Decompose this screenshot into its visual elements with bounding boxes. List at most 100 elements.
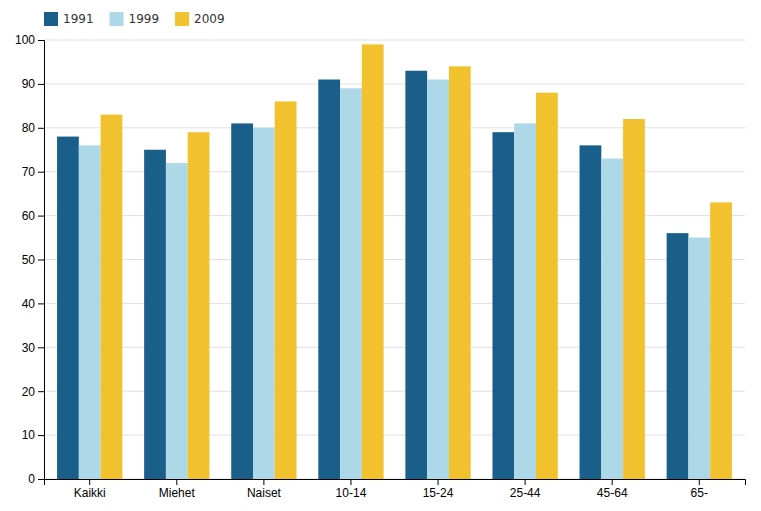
bar [231,123,253,479]
tick: 10-14 [336,479,367,500]
tick: Kaikki [74,479,106,500]
tick-mark [176,479,177,485]
tick-mark [38,40,44,41]
tick-mark [89,479,90,485]
bar-series [101,44,732,479]
tick: 15-24 [423,479,454,500]
tick-mark [38,172,44,173]
tick-mark [612,479,613,485]
bar [623,119,645,479]
bar [101,115,123,479]
tick-label: 15-24 [423,486,454,500]
tick-mark [38,84,44,85]
x-axis: Kaikki Miehet Naiset 10-14 15-24 25-44 45-64 65… [45,479,746,500]
tick-mark [38,391,44,392]
plot: 0 10 20 30 40 50 60 70 80 90 100 Kaikki Miehet Naiset… [15,33,746,499]
bar [405,71,427,479]
bar [710,202,732,479]
grid-line [44,40,745,41]
axis-line [38,41,45,480]
tick-mark [38,260,44,261]
tick-label: 50 [22,253,36,267]
tick: 50 [22,253,44,267]
bar [492,132,514,479]
tick: 40 [22,297,44,311]
tick-mark [699,479,700,485]
tick: 0 [28,472,44,486]
tick-label: 70 [22,165,36,179]
tick: 70 [22,165,44,179]
bar [667,233,689,479]
bar [449,66,471,479]
bar [57,137,79,479]
bar [514,123,536,479]
legend-swatch [175,12,189,26]
tick-label: 40 [22,297,36,311]
tick-mark [38,303,44,304]
tick: 30 [22,341,44,355]
bar [601,159,623,479]
tick: 10 [22,428,44,442]
legend-label: 2009 [194,12,225,26]
chart: 0 10 20 30 40 50 60 70 80 90 100 Kaikki Miehet Naiset… [0,0,761,511]
tick-mark [525,479,526,485]
tick-label: 20 [22,385,36,399]
bar-series [79,80,710,479]
axis-line [45,480,746,486]
tick: 20 [22,385,44,399]
grid [44,40,745,479]
tick-mark [263,479,264,485]
tick: 100 [15,33,44,47]
tick-mark [38,347,44,348]
tick: 65- [691,479,708,500]
tick-label: 100 [15,33,35,47]
tick-label: 65- [691,486,708,500]
tick: 90 [22,77,44,91]
tick-label: Naiset [247,486,282,500]
y-axis: 0 10 20 30 40 50 60 70 80 90 100 [15,33,45,486]
legend-item: 1999 [110,12,160,26]
grid-line [44,83,745,84]
tick-mark [38,479,44,480]
bar [275,101,297,479]
tick-label: Kaikki [74,486,106,500]
tick-mark [38,128,44,129]
legend-item: 2009 [175,12,225,26]
legend-swatch [110,12,124,26]
tick-label: 30 [22,341,36,355]
tick-label: 90 [22,77,36,91]
tick-label: 0 [28,472,35,486]
bar [144,150,166,479]
tick-mark [350,479,351,485]
tick: 25-44 [510,479,541,500]
tick-label: 45-64 [597,486,628,500]
legend-item: 1991 [44,12,94,26]
bar [253,128,275,479]
bar [188,132,210,479]
tick-mark [38,435,44,436]
bar [166,163,188,479]
tick: 60 [22,209,44,223]
bar [580,145,602,479]
tick: Naiset [247,479,282,500]
tick: 45-64 [597,479,628,500]
bars [57,44,732,479]
bar [318,80,340,479]
legend-label: 1991 [63,12,94,26]
tick-mark [438,479,439,485]
tick: Miehet [159,479,196,500]
tick: 80 [22,121,44,135]
bar [427,80,449,479]
tick-label: 10 [22,428,36,442]
tick-label: 60 [22,209,36,223]
bar [536,93,558,479]
legend: 1991 1999 2009 [44,12,225,26]
legend-label: 1999 [129,12,160,26]
tick-label: 25-44 [510,486,541,500]
bar [79,145,101,479]
tick-label: 10-14 [336,486,367,500]
bar [362,44,384,479]
tick-label: 80 [22,121,36,135]
tick-label: Miehet [159,486,196,500]
legend-swatch [44,12,58,26]
